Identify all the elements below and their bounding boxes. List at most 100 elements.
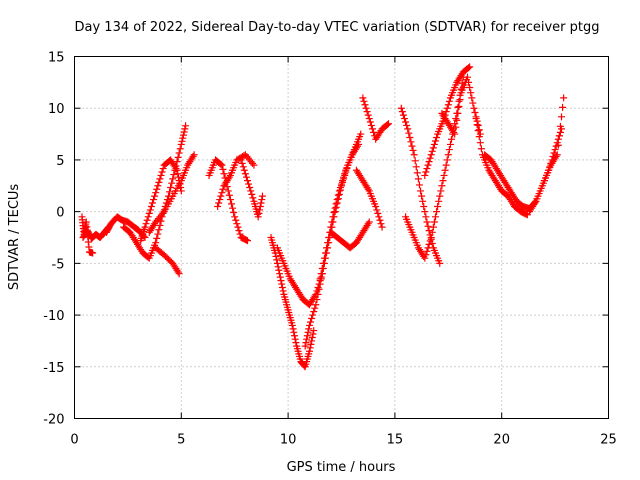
data-point <box>174 170 182 178</box>
data-point <box>180 128 188 136</box>
data-point <box>175 270 183 278</box>
series-arc-n <box>316 140 363 283</box>
data-point <box>216 196 224 204</box>
series-arc-v <box>472 115 531 219</box>
data-point <box>373 206 381 214</box>
x-tick-label: 25 <box>600 433 617 448</box>
data-point <box>290 328 298 336</box>
data-point <box>310 308 318 316</box>
data-point <box>474 127 482 135</box>
data-point <box>89 249 97 257</box>
data-point <box>439 177 447 185</box>
chart-title: Day 134 of 2022, Sidereal Day-to-day VTE… <box>75 20 600 35</box>
data-point <box>340 173 348 181</box>
y-tick-label: -15 <box>43 361 64 376</box>
data-point <box>219 185 227 193</box>
data-point <box>433 208 441 216</box>
data-point <box>256 206 264 214</box>
data-point <box>364 220 372 228</box>
data-point <box>339 177 347 185</box>
data-point <box>278 280 286 288</box>
data-point <box>404 125 412 133</box>
data-point <box>276 273 284 281</box>
data-point <box>465 64 473 72</box>
data-point <box>238 159 246 167</box>
data-point <box>559 103 567 111</box>
data-point <box>307 340 315 348</box>
data-point <box>291 332 299 340</box>
data-point <box>276 270 284 278</box>
data-point <box>182 122 190 130</box>
plot-frame <box>74 56 609 419</box>
data-point <box>365 115 373 123</box>
data-point <box>422 213 430 221</box>
data-point <box>424 244 432 252</box>
data-point <box>368 125 376 133</box>
data-point <box>453 116 461 124</box>
data-point <box>442 108 450 116</box>
data-point <box>397 104 405 112</box>
data-point <box>444 101 452 109</box>
data-point <box>159 209 167 217</box>
data-point <box>477 145 485 153</box>
data-point <box>475 126 483 134</box>
data-point <box>312 301 320 309</box>
data-point <box>329 213 337 221</box>
data-point <box>305 347 313 355</box>
data-point <box>174 268 182 276</box>
series-arc-e <box>137 156 185 245</box>
series-arc-c <box>103 213 149 241</box>
data-point <box>173 166 181 174</box>
data-point <box>288 321 296 329</box>
y-axis-label: SDTVAR / TECUs <box>7 184 22 291</box>
data-point <box>249 159 256 167</box>
data-point <box>436 192 444 200</box>
data-point <box>217 160 225 168</box>
series-arc-i <box>214 151 258 210</box>
data-point <box>234 223 242 231</box>
data-point <box>225 173 233 181</box>
data-point <box>429 144 437 152</box>
data-point <box>275 266 283 274</box>
data-point <box>443 104 451 112</box>
data-point <box>421 208 429 216</box>
data-point <box>383 121 391 129</box>
data-point <box>330 209 338 217</box>
data-point <box>279 287 287 295</box>
data-point <box>372 202 380 210</box>
data-point <box>360 97 368 105</box>
data-point <box>231 213 239 221</box>
data-point <box>240 166 248 174</box>
data-point <box>146 206 154 214</box>
data-point <box>258 192 266 200</box>
data-point <box>248 190 256 198</box>
data-point <box>255 209 263 217</box>
data-point <box>413 169 421 177</box>
data-point <box>454 103 462 111</box>
data-point <box>190 151 198 159</box>
data-point <box>384 120 392 128</box>
series-arc-f <box>145 151 198 236</box>
data-point <box>407 138 415 146</box>
data-point <box>556 122 564 130</box>
x-tick-label: 20 <box>493 433 510 448</box>
data-point <box>554 141 562 149</box>
data-point <box>258 196 266 204</box>
data-point <box>318 265 326 273</box>
data-point <box>442 161 450 169</box>
data-point <box>377 220 385 228</box>
axis-ticks: 0 5 10 15 20 25 -20 -15 -10 -5 0 5 10 15 <box>43 51 617 448</box>
data-point <box>156 175 164 183</box>
data-point <box>446 140 454 148</box>
data-point <box>558 113 566 121</box>
data-point <box>273 259 281 267</box>
data-point <box>401 115 409 123</box>
data-points <box>78 63 568 371</box>
data-point <box>431 213 439 221</box>
data-point <box>362 104 370 112</box>
data-point <box>320 254 328 262</box>
data-point <box>470 104 478 112</box>
data-point <box>357 130 365 138</box>
data-point <box>425 240 433 248</box>
